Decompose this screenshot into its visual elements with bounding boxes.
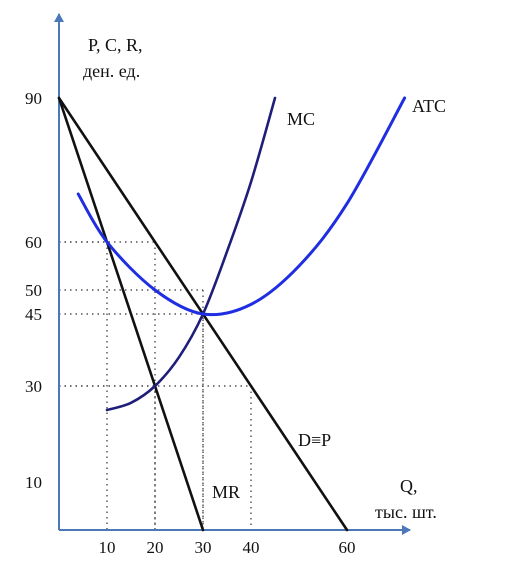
series-line-mr [57, 96, 205, 532]
x-tick-label: 30 [195, 538, 212, 557]
tick-labels: 10 20 30 40 60 10 30 45 50 60 90 [25, 89, 356, 557]
y-tick-label: 90 [25, 89, 42, 108]
series-line-atc [76, 96, 407, 317]
series-label-mc: MC [287, 109, 315, 129]
x-axis-label-line2: тыс. шт. [375, 502, 437, 522]
y-axis-label-line2: ден. ед. [83, 61, 140, 81]
y-tick-label: 30 [25, 377, 42, 396]
x-axis-label-line1: Q, [400, 476, 418, 496]
y-axis-label-line1: P, C, R, [88, 35, 143, 55]
x-tick-label: 40 [243, 538, 260, 557]
series-label-atc: ATC [412, 96, 446, 116]
y-tick-label: 50 [25, 281, 42, 300]
x-tick-label: 10 [99, 538, 116, 557]
y-tick-label: 10 [25, 473, 42, 492]
series-label-mr: MR [212, 482, 240, 502]
series-label-d-p: D≡P [298, 430, 331, 450]
y-tick-label: 60 [25, 233, 42, 252]
x-tick-label: 20 [147, 538, 164, 557]
curves [57, 96, 407, 532]
x-tick-label: 60 [339, 538, 356, 557]
series-line-mc [105, 96, 277, 412]
y-tick-label: 45 [25, 305, 42, 324]
